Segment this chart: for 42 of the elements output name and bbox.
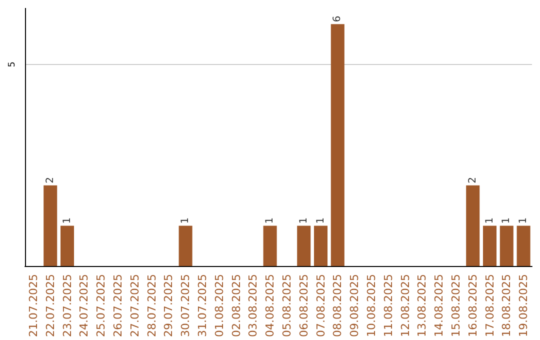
data-label: 1 <box>518 217 530 224</box>
x-tick-label: 04.08.2025 <box>264 274 277 338</box>
x-tick-label: 19.08.2025 <box>517 274 530 338</box>
x-tick-label: 28.07.2025 <box>145 274 158 338</box>
data-label: 1 <box>315 217 326 224</box>
data-label: 2 <box>44 177 56 184</box>
x-tick-label: 21.07.2025 <box>26 274 40 338</box>
data-label: 2 <box>467 177 478 184</box>
x-tick-label: 12.08.2025 <box>398 274 412 338</box>
x-tick-label: 06.08.2025 <box>297 274 310 338</box>
x-tick-label: 31.07.2025 <box>196 274 209 338</box>
x-tick-label: 30.07.2025 <box>179 274 192 338</box>
x-tick-label: 26.07.2025 <box>111 274 124 338</box>
x-tick-label: 29.07.2025 <box>162 274 176 338</box>
x-tick-label: 08.08.2025 <box>331 274 344 338</box>
x-tick-label: 01.08.2025 <box>212 274 226 338</box>
x-tick-label: 25.07.2025 <box>94 274 108 338</box>
data-label: 1 <box>501 217 512 224</box>
data-label: 1 <box>62 217 73 224</box>
x-tick-label: 18.08.2025 <box>500 274 514 338</box>
x-tick-label: 05.08.2025 <box>280 274 294 338</box>
x-tick-label: 16.08.2025 <box>466 274 480 338</box>
x-tick-label: 23.07.2025 <box>60 274 74 338</box>
data-label: 1 <box>298 217 310 224</box>
x-tick-label: 10.08.2025 <box>364 274 378 338</box>
x-tick-label: 09.08.2025 <box>348 274 362 338</box>
x-tick-label: 02.08.2025 <box>230 274 243 338</box>
x-tick-label: 07.08.2025 <box>314 274 328 338</box>
y-tick-label: 5 <box>8 62 18 68</box>
x-tick-label: 24.07.2025 <box>78 274 91 338</box>
x-tick-label: 15.08.2025 <box>449 274 462 338</box>
data-label: 6 <box>332 16 344 22</box>
data-label: 1 <box>484 217 496 224</box>
x-tick-label: 17.08.2025 <box>483 274 496 338</box>
data-label: 1 <box>180 217 192 224</box>
x-tick-label: 11.08.2025 <box>382 274 395 338</box>
x-tick-label: 22.07.2025 <box>44 274 57 338</box>
data-label: 1 <box>264 217 276 224</box>
x-tick-label: 03.08.2025 <box>246 274 260 338</box>
x-tick-label: 27.07.2025 <box>128 274 142 338</box>
x-tick-label: 14.08.2025 <box>432 274 446 338</box>
x-tick-label: 13.08.2025 <box>416 274 429 338</box>
